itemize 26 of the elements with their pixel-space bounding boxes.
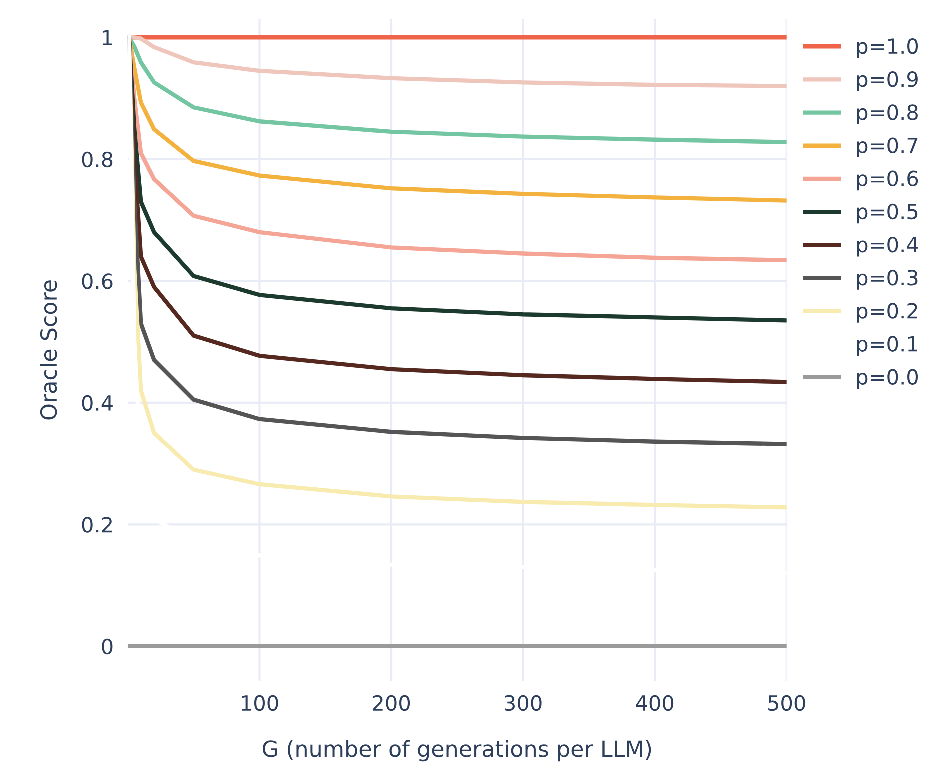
x-tick-label: 300 bbox=[505, 695, 542, 712]
x-axis-title: G (number of generations per LLM) bbox=[263, 740, 652, 762]
legend-label: p=0.6 bbox=[857, 170, 918, 191]
y-tick-label: 0.4 bbox=[82, 395, 113, 412]
line-series bbox=[128, 36, 787, 203]
legend-label: p=1.0 bbox=[857, 38, 918, 58]
text: p=0.1 bbox=[857, 336, 918, 356]
legend-label: p=0.9 bbox=[857, 72, 918, 92]
x-tick-label: 200 bbox=[373, 695, 410, 712]
legend-label: p=0.0 bbox=[857, 369, 918, 390]
line-series bbox=[128, 36, 787, 144]
y-tick-label: 0 bbox=[102, 638, 113, 655]
y-tick-label: 1 bbox=[103, 30, 112, 46]
y-tick-label: 0.6 bbox=[82, 274, 113, 290]
legend-label: p=0.4 bbox=[857, 236, 918, 257]
legend-label: p=0.5 bbox=[857, 204, 918, 224]
legend-label: p=0.7 bbox=[857, 138, 918, 158]
y-tick-label: 0.8 bbox=[82, 152, 113, 168]
x-tick-label: 400 bbox=[636, 695, 674, 712]
legend-label: p=0.3 bbox=[857, 270, 918, 290]
legend-label: p=0.8 bbox=[857, 104, 918, 124]
x-tick-label: 500 bbox=[768, 695, 806, 712]
y-axis-title: Oracle Score bbox=[40, 280, 58, 420]
y-tick-label: 0.2 bbox=[82, 517, 112, 533]
x-tick-label: 100 bbox=[242, 695, 278, 712]
legend-label: p=0.2 bbox=[857, 303, 918, 323]
